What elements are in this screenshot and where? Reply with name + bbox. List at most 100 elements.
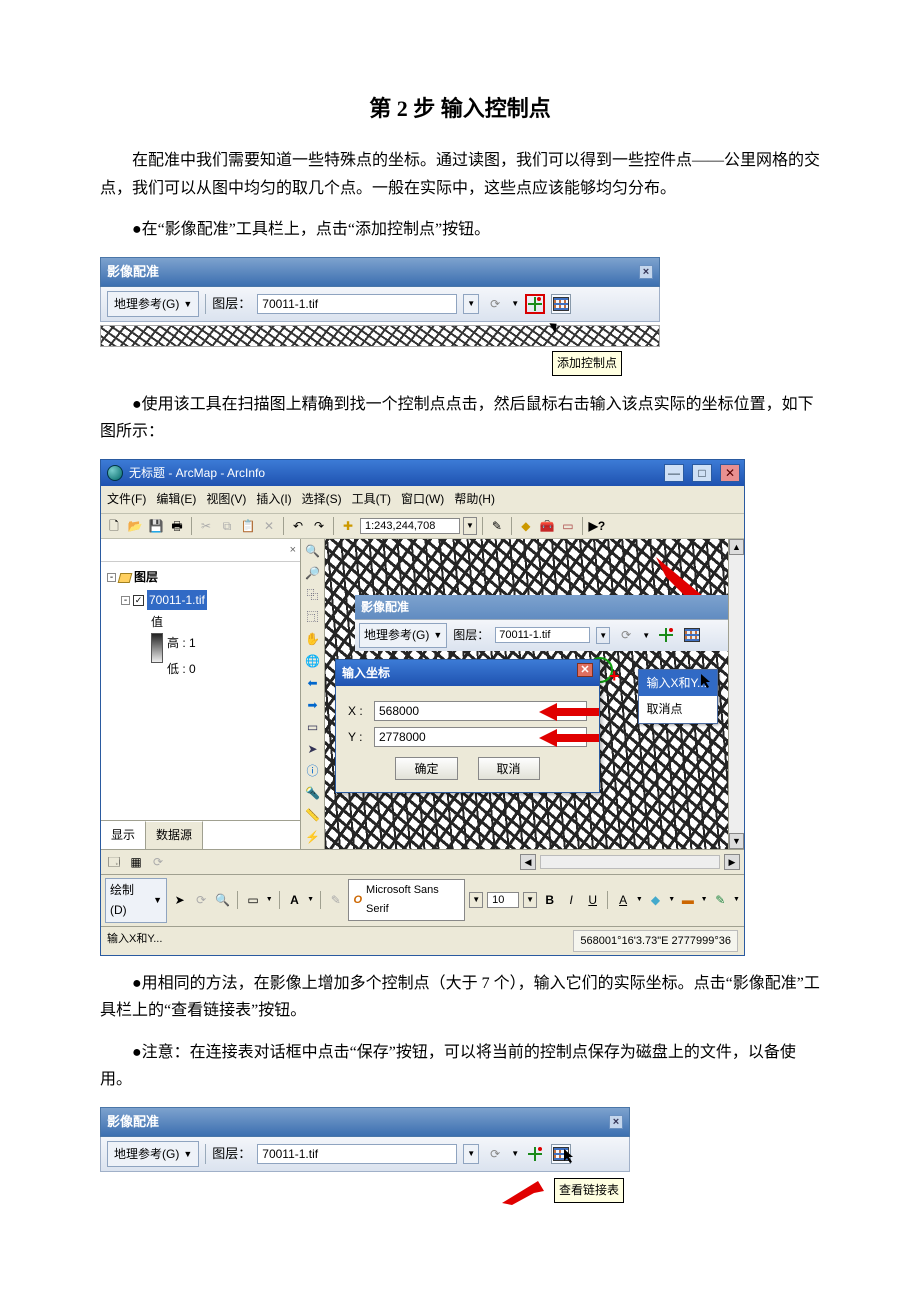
cut-icon[interactable]: ✂ xyxy=(197,517,215,535)
open-icon[interactable]: 📂 xyxy=(126,517,144,535)
chevron-down-icon[interactable]: ▼ xyxy=(463,294,479,314)
add-data-icon[interactable]: ✚ xyxy=(339,517,357,535)
menu-tool[interactable]: 工具(T) xyxy=(352,489,391,509)
toolbox-icon[interactable]: 🧰 xyxy=(538,517,556,535)
find-icon[interactable]: 🔦 xyxy=(304,785,322,801)
delete-icon[interactable]: ✕ xyxy=(260,517,278,535)
help-icon[interactable]: ▶? xyxy=(588,517,606,535)
tree-minus-icon[interactable]: - xyxy=(121,596,130,605)
fixed-zoom-out-icon[interactable]: ⿹ xyxy=(304,609,322,625)
chevron-down-icon[interactable]: ▼ xyxy=(511,297,519,311)
font-color-icon[interactable]: A xyxy=(614,891,631,909)
menu-file[interactable]: 文件(F) xyxy=(107,489,146,509)
pointer-icon[interactable]: ➤ xyxy=(304,741,322,757)
pan-icon[interactable]: ✋ xyxy=(304,631,322,647)
copy-icon[interactable]: ⧉ xyxy=(218,517,236,535)
fill-color-icon[interactable]: ◆ xyxy=(647,891,664,909)
editor-icon[interactable]: ✎ xyxy=(488,517,506,535)
toc-raster-item[interactable]: 70011-1.tif xyxy=(147,590,207,610)
context-item-cancel-point[interactable]: 取消点 xyxy=(639,696,717,722)
refresh-icon[interactable]: ⟳ xyxy=(149,853,167,871)
rectangle-icon[interactable]: ▭ xyxy=(244,891,261,909)
xy-icon[interactable]: ⚡ xyxy=(304,829,322,845)
scroll-right-icon[interactable]: ▶ xyxy=(724,854,740,870)
chevron-down-icon[interactable]: ▼ xyxy=(642,629,650,643)
menu-help[interactable]: 帮助(H) xyxy=(454,489,495,509)
edit-icon[interactable]: ✎ xyxy=(327,891,344,909)
minimize-button[interactable]: — xyxy=(664,464,684,482)
menu-bar[interactable]: 文件(F) 编辑(E) 视图(V) 插入(I) 选择(S) 工具(T) 窗口(W… xyxy=(101,486,744,513)
toolbar1-close-icon[interactable]: × xyxy=(639,265,653,279)
layer-checkbox[interactable]: ✓ xyxy=(133,595,144,606)
menu-edit[interactable]: 编辑(E) xyxy=(156,489,196,509)
dialog-close-button[interactable]: ✕ xyxy=(577,663,593,677)
bold-icon[interactable]: B xyxy=(541,891,558,909)
pointer-icon[interactable]: ➤ xyxy=(171,891,188,909)
toc-tab-display[interactable]: 显示 xyxy=(101,821,146,848)
font-size-input[interactable] xyxy=(487,892,519,908)
print-icon[interactable]: 🖶 xyxy=(168,517,186,535)
text-icon[interactable]: A xyxy=(286,891,303,909)
link-table-button[interactable] xyxy=(551,1144,571,1164)
chevron-down-icon[interactable]: ▼ xyxy=(523,892,537,908)
rotate-icon[interactable]: ⟳ xyxy=(616,625,636,645)
zoom-icon[interactable]: 🔍 xyxy=(214,891,231,909)
context-item-input-xy[interactable]: 输入X和Y... xyxy=(639,670,717,696)
scroll-left-icon[interactable]: ◀ xyxy=(520,854,536,870)
add-control-point-button[interactable] xyxy=(525,1144,545,1164)
full-extent-icon[interactable]: 🌐 xyxy=(304,653,322,669)
scroll-up-icon[interactable]: ▲ xyxy=(729,539,744,555)
layer-select[interactable] xyxy=(495,627,590,643)
toolbar3-close-icon[interactable]: × xyxy=(609,1115,623,1129)
zoom-in-icon[interactable]: 🔍 xyxy=(304,543,322,559)
horizontal-scrollbar[interactable] xyxy=(540,855,720,869)
rotate-icon[interactable]: ⟳ xyxy=(192,891,209,909)
chevron-down-icon[interactable]: ▼ xyxy=(596,627,610,645)
georef-dropdown[interactable]: 地理参考(G) ▼ xyxy=(359,623,447,647)
menu-view[interactable]: 视图(V) xyxy=(206,489,246,509)
ok-button[interactable]: 确定 xyxy=(395,757,457,780)
cancel-button[interactable]: 取消 xyxy=(478,757,540,780)
georef-dropdown[interactable]: 地理参考(G) ▼ xyxy=(107,291,199,317)
link-table-button[interactable] xyxy=(551,294,571,314)
italic-icon[interactable]: I xyxy=(562,891,579,909)
scroll-down-icon[interactable]: ▼ xyxy=(729,833,744,849)
forward-icon[interactable]: ➡ xyxy=(304,697,322,713)
marker-color-icon[interactable]: ✎ xyxy=(712,891,729,909)
link-table-button[interactable] xyxy=(682,625,702,645)
toc-close-icon[interactable]: × xyxy=(101,539,300,563)
catalog-icon[interactable]: ◆ xyxy=(517,517,535,535)
chevron-down-icon[interactable]: ▼ xyxy=(469,892,483,908)
underline-icon[interactable]: U xyxy=(584,891,601,909)
paste-icon[interactable]: 📋 xyxy=(239,517,257,535)
back-icon[interactable]: ⬅ xyxy=(304,675,322,691)
menu-window[interactable]: 窗口(W) xyxy=(401,489,444,509)
draw-dropdown[interactable]: 绘制(D) ▼ xyxy=(105,878,167,923)
menu-select[interactable]: 选择(S) xyxy=(302,489,342,509)
undo-icon[interactable]: ↶ xyxy=(289,517,307,535)
line-color-icon[interactable]: ▬ xyxy=(679,891,696,909)
close-button[interactable]: ✕ xyxy=(720,464,740,482)
vertical-scrollbar[interactable]: ▲ ▼ xyxy=(728,539,744,849)
rotate-icon[interactable]: ⟳ xyxy=(485,1144,505,1164)
model-icon[interactable]: ▭ xyxy=(559,517,577,535)
rotate-icon[interactable]: ⟳ xyxy=(485,294,505,314)
font-select[interactable]: O Microsoft Sans Serif xyxy=(348,879,465,920)
new-icon[interactable]: 🗋 xyxy=(105,517,123,535)
zoom-out-icon[interactable]: 🔎 xyxy=(304,565,322,581)
maximize-button[interactable]: □ xyxy=(692,464,712,482)
chevron-down-icon[interactable]: ▼ xyxy=(463,1144,479,1164)
data-view-icon[interactable]: 🗔 xyxy=(105,853,123,871)
scale-input[interactable] xyxy=(360,518,460,534)
save-icon[interactable]: 💾 xyxy=(147,517,165,535)
georef-dropdown[interactable]: 地理参考(G) ▼ xyxy=(107,1141,199,1167)
fixed-zoom-in-icon[interactable]: ⿻ xyxy=(304,587,322,603)
toc-tab-source[interactable]: 数据源 xyxy=(146,821,203,848)
chevron-down-icon[interactable]: ▼ xyxy=(463,517,477,535)
layer-select[interactable] xyxy=(257,1144,457,1164)
redo-icon[interactable]: ↷ xyxy=(310,517,328,535)
add-control-point-button[interactable] xyxy=(525,294,545,314)
add-control-point-button[interactable] xyxy=(656,625,676,645)
chevron-down-icon[interactable]: ▼ xyxy=(511,1147,519,1161)
measure-icon[interactable]: 📏 xyxy=(304,807,322,823)
